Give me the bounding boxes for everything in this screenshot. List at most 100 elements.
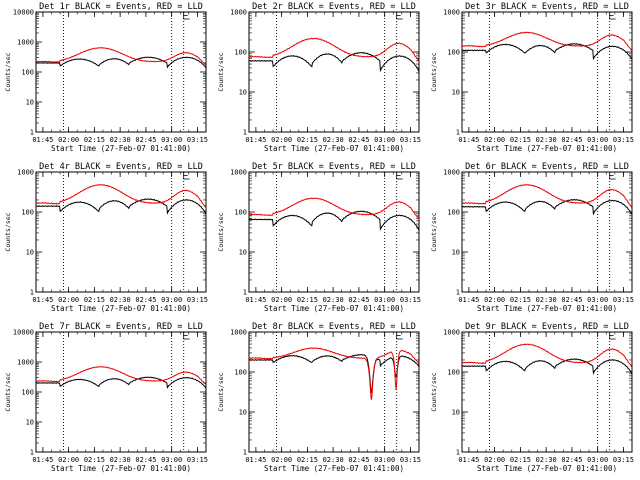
x-axis-label: Start Time (27-Feb-07 01:41:00) xyxy=(264,304,404,313)
x-axis-label: Start Time (27-Feb-07 01:41:00) xyxy=(51,304,191,313)
x-tick-label: 02:00 xyxy=(484,456,505,464)
y-tick-label: 1 xyxy=(243,449,247,457)
panel-det-8: Det 8r BLACK = Events, RED = LLD 1 10 100 10… xyxy=(217,322,421,473)
y-axis-label: Counts/sec xyxy=(217,212,225,251)
panel-title: Det 5r BLACK = Events, RED = LLD xyxy=(252,162,416,172)
y-axis-label: Counts/sec xyxy=(430,52,438,91)
y-tick-label: 10 xyxy=(239,409,247,417)
y-axis-label: Counts/sec xyxy=(4,52,12,91)
y-tick-label: 1 xyxy=(30,289,34,297)
y-tick-label: 100 xyxy=(447,209,460,217)
x-tick-label: 02:00 xyxy=(58,456,79,464)
x-tick-label: 03:15 xyxy=(400,136,421,144)
x-tick-label: 02:00 xyxy=(58,136,79,144)
y-tick-label: 10 xyxy=(452,89,460,97)
y-tick-label: 1000 xyxy=(443,9,460,17)
y-tick-label: 1 xyxy=(243,289,247,297)
y-tick-label: 100 xyxy=(21,389,34,397)
panel-title: Det 4r BLACK = Events, RED = LLD xyxy=(39,162,203,172)
events-series-line xyxy=(35,56,207,69)
events-series-line xyxy=(248,51,420,73)
x-tick-label: 02:30 xyxy=(323,136,344,144)
x-tick-label: 02:00 xyxy=(484,136,505,144)
x-tick-label: 03:00 xyxy=(161,136,182,144)
y-tick-label: 1000 xyxy=(17,39,34,47)
x-tick-label: 02:30 xyxy=(536,456,557,464)
x-tick-label: 02:15 xyxy=(297,136,318,144)
events-series-line xyxy=(35,376,207,389)
x-tick-label: 01:45 xyxy=(245,296,266,304)
plot-frame xyxy=(35,331,207,453)
y-tick-label: 100 xyxy=(234,49,247,57)
panel-det-4: Det 4r BLACK = Events, RED = LLD 1 10 100 10… xyxy=(4,162,208,313)
x-tick-label: 03:00 xyxy=(161,456,182,464)
lld-series-line xyxy=(461,343,633,368)
panel-det-5: Det 5r BLACK = Events, RED = LLD 1 10 100 10… xyxy=(217,162,421,313)
y-tick-label: 10000 xyxy=(13,9,34,17)
y-axis-label: Counts/sec xyxy=(430,212,438,251)
y-tick-label: 1000 xyxy=(443,329,460,337)
x-tick-label: 03:15 xyxy=(187,136,208,144)
x-tick-label: 03:15 xyxy=(613,456,634,464)
x-tick-label: 03:15 xyxy=(400,296,421,304)
x-tick-label: 02:45 xyxy=(348,296,369,304)
plot-frame xyxy=(35,171,207,293)
panel-title: Det 1r BLACK = Events, RED = LLD xyxy=(39,2,203,12)
x-tick-label: 01:45 xyxy=(458,136,479,144)
y-tick-label: 1000 xyxy=(17,169,34,177)
panel-det-1: Det 1r BLACK = Events, RED = LLD 1 10 100 10… xyxy=(4,2,208,153)
x-axis-label: Start Time (27-Feb-07 01:41:00) xyxy=(477,464,617,473)
plot-frame xyxy=(35,11,207,133)
y-tick-label: 1 xyxy=(243,129,247,137)
marker-icon xyxy=(609,332,616,340)
plot-frame xyxy=(248,171,420,293)
y-tick-label: 100 xyxy=(21,209,34,217)
x-axis-label: Start Time (27-Feb-07 01:41:00) xyxy=(264,144,404,153)
marker-icon xyxy=(396,172,403,180)
x-tick-label: 02:30 xyxy=(536,296,557,304)
lld-series-line xyxy=(248,197,420,220)
x-tick-label: 03:15 xyxy=(187,456,208,464)
panel-det-9: Det 9r BLACK = Events, RED = LLD 1 10 100 10… xyxy=(430,322,634,473)
plot-frame xyxy=(461,11,633,133)
x-tick-label: 02:45 xyxy=(561,296,582,304)
x-tick-label: 03:00 xyxy=(587,296,608,304)
x-tick-label: 02:00 xyxy=(271,296,292,304)
events-series-line xyxy=(462,43,633,61)
x-tick-label: 02:30 xyxy=(110,456,131,464)
x-tick-label: 02:30 xyxy=(110,296,131,304)
x-tick-label: 02:45 xyxy=(135,136,156,144)
x-tick-label: 01:45 xyxy=(245,136,266,144)
lld-series-line xyxy=(36,366,207,386)
y-tick-label: 1000 xyxy=(230,9,247,17)
events-series-line xyxy=(461,358,633,375)
marker-icon xyxy=(183,332,190,340)
marker-icon xyxy=(183,172,190,180)
panel-title: Det 3r BLACK = Events, RED = LLD xyxy=(465,2,629,12)
x-tick-label: 01:45 xyxy=(245,456,266,464)
x-tick-label: 02:00 xyxy=(271,136,292,144)
x-tick-label: 03:00 xyxy=(374,136,395,144)
lld-series-line xyxy=(35,183,207,209)
y-tick-label: 1000 xyxy=(443,169,460,177)
plot-frame xyxy=(248,331,420,453)
plot-frame xyxy=(461,331,633,453)
x-tick-label: 02:15 xyxy=(297,296,318,304)
y-tick-label: 1000 xyxy=(230,329,247,337)
x-tick-label: 02:15 xyxy=(510,296,531,304)
panel-title: Det 2r BLACK = Events, RED = LLD xyxy=(252,2,416,12)
y-tick-label: 1 xyxy=(456,129,460,137)
panel-title: Det 8r BLACK = Events, RED = LLD xyxy=(252,322,416,332)
y-tick-label: 1000 xyxy=(230,169,247,177)
x-tick-label: 03:00 xyxy=(374,456,395,464)
plot-frame xyxy=(461,171,633,293)
x-tick-label: 02:45 xyxy=(135,296,156,304)
x-tick-label: 03:00 xyxy=(587,136,608,144)
x-tick-label: 02:30 xyxy=(323,456,344,464)
y-tick-label: 100 xyxy=(234,209,247,217)
y-axis-label: Counts/sec xyxy=(217,52,225,91)
panel-det-6: Det 6r BLACK = Events, RED = LLD 1 10 100 10… xyxy=(430,162,634,313)
x-tick-label: 02:30 xyxy=(536,136,557,144)
y-tick-label: 1 xyxy=(30,129,34,137)
